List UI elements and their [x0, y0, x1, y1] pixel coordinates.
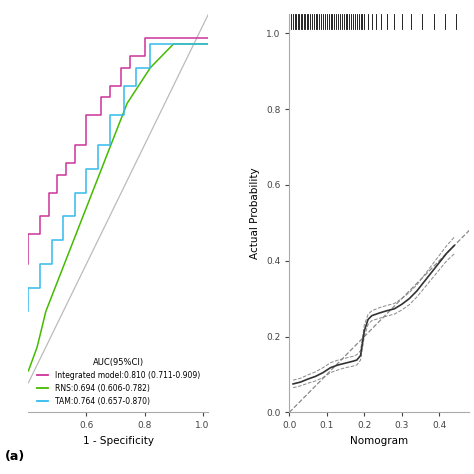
- Y-axis label: Actual Probability: Actual Probability: [250, 167, 260, 259]
- X-axis label: 1 - Specificity: 1 - Specificity: [83, 436, 154, 446]
- Legend: Integrated model:0.810 (0.711-0.909), RNS:0.694 (0.606-0.782), TAM:0.764 (0.657-: Integrated model:0.810 (0.711-0.909), RN…: [34, 355, 203, 409]
- Text: (a): (a): [5, 450, 25, 463]
- X-axis label: Nomogram: Nomogram: [350, 436, 409, 446]
